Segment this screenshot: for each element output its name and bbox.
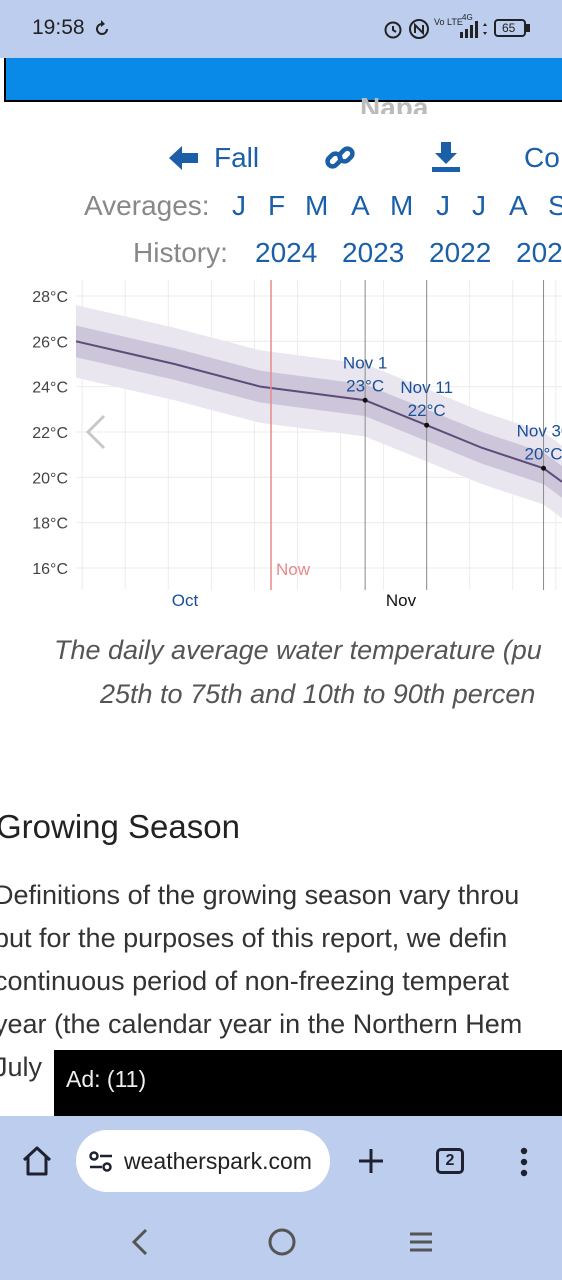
annotation-point bbox=[424, 422, 430, 428]
link-icon[interactable] bbox=[322, 140, 358, 176]
percentile-band-10-90 bbox=[76, 305, 562, 519]
ad-banner[interactable] bbox=[54, 1050, 562, 1116]
month-link-aug[interactable]: A bbox=[509, 190, 528, 221]
month-link-jan[interactable]: J bbox=[232, 190, 246, 221]
annotation-point bbox=[541, 465, 547, 471]
y-tick-label: 28°C bbox=[32, 289, 68, 306]
y-tick-label: 18°C bbox=[32, 516, 68, 533]
month-link-mar[interactable]: M bbox=[305, 190, 329, 221]
caption-line-1: The daily average water temperature (pu bbox=[54, 635, 542, 665]
section-body: Definitions of the growing season vary t… bbox=[0, 874, 522, 1089]
year-link-partial[interactable]: 202 bbox=[516, 237, 562, 268]
url-text[interactable]: weatherspark.com bbox=[124, 1148, 312, 1174]
site-settings-icon[interactable] bbox=[88, 1150, 114, 1174]
year-link-2024[interactable]: 2024 bbox=[255, 237, 318, 268]
body-line: continuous period of non-freezing temper… bbox=[0, 966, 509, 996]
alarm-icon bbox=[384, 21, 402, 39]
network-label: Vo LTE bbox=[434, 17, 463, 27]
section-heading: Growing Season bbox=[0, 808, 240, 845]
chart-prev-chevron-icon[interactable] bbox=[85, 414, 106, 450]
annotation-value-label: 22°C bbox=[408, 401, 446, 420]
status-bar bbox=[0, 0, 562, 58]
system-home-icon[interactable] bbox=[266, 1226, 298, 1258]
battery-icon: 65 bbox=[494, 19, 526, 37]
tab-switcher-button[interactable]: 2 bbox=[436, 1148, 464, 1174]
annotation-date-label: Nov 1 bbox=[343, 353, 387, 372]
month-link-apr[interactable]: A bbox=[351, 190, 370, 221]
annotation-date-label: Nov 30 bbox=[517, 421, 562, 440]
annotation-value-label: 23°C bbox=[346, 376, 384, 395]
month-link-sep[interactable]: S bbox=[548, 190, 562, 221]
month-link-feb[interactable]: F bbox=[268, 190, 286, 221]
water-temperature-chart: 28°C 26°C 24°C 22°C 20°C 18°C 16°C Now Nov 1 23°C… bbox=[32, 280, 562, 610]
left-arrow-icon[interactable] bbox=[166, 144, 200, 172]
sync-icon bbox=[96, 20, 108, 35]
y-tick-label: 22°C bbox=[32, 425, 68, 442]
body-line: July bbox=[0, 1052, 43, 1082]
body-line: year (the calendar year in the Northern … bbox=[0, 1009, 523, 1039]
annotation-point bbox=[362, 397, 368, 403]
network-type: 4G bbox=[462, 13, 473, 22]
page-banner bbox=[4, 58, 562, 102]
history-label: History: bbox=[133, 237, 228, 268]
x-tick-label: Oct bbox=[172, 591, 199, 610]
y-tick-label: 16°C bbox=[32, 561, 68, 578]
annotation-date-label: Nov 11 bbox=[400, 378, 453, 397]
y-tick-label: 26°C bbox=[32, 334, 68, 351]
x-tick-label: Nov bbox=[386, 591, 417, 610]
month-link-jul[interactable]: J bbox=[472, 190, 486, 221]
y-tick-label: 20°C bbox=[32, 470, 68, 487]
download-icon[interactable] bbox=[430, 140, 462, 174]
battery-tip bbox=[526, 24, 530, 32]
more-menu-icon[interactable] bbox=[512, 1145, 536, 1179]
month-link-may[interactable]: M bbox=[390, 190, 414, 221]
battery-level: 65 bbox=[502, 21, 516, 35]
chart-caption: The daily average water temperature (pu … bbox=[0, 628, 562, 716]
month-link-jun[interactable]: J bbox=[436, 190, 450, 221]
home-icon[interactable] bbox=[20, 1144, 54, 1178]
new-tab-icon[interactable] bbox=[356, 1146, 386, 1176]
y-tick-label: 24°C bbox=[32, 380, 68, 397]
next-link-partial[interactable]: Co bbox=[524, 142, 560, 173]
prev-season-link[interactable]: Fall bbox=[214, 142, 260, 173]
tab-count: 2 bbox=[445, 1152, 455, 1169]
page-title-partial: Napa bbox=[360, 92, 429, 114]
median-line bbox=[75, 340, 562, 483]
body-line: but for the purposes of this report, we … bbox=[0, 923, 508, 953]
status-time: 19:58 bbox=[32, 16, 85, 39]
nfc-icon bbox=[409, 19, 429, 39]
address-bar[interactable] bbox=[76, 1130, 330, 1192]
caption-line-2: 25th to 75th and 10th to 90th percen bbox=[100, 679, 536, 709]
percentile-band-25-75 bbox=[76, 325, 562, 498]
year-link-2022[interactable]: 2022 bbox=[429, 237, 492, 268]
body-line: Definitions of the growing season vary t… bbox=[0, 880, 520, 910]
ad-label: Ad: (11) bbox=[66, 1066, 147, 1092]
system-recents-icon[interactable] bbox=[406, 1228, 436, 1256]
year-link-2023[interactable]: 2023 bbox=[342, 237, 405, 268]
system-back-icon[interactable] bbox=[128, 1226, 152, 1258]
signal-icon bbox=[460, 21, 487, 38]
averages-label: Averages: bbox=[84, 190, 210, 221]
annotation-value-label: 20°C bbox=[525, 444, 562, 463]
now-label: Now bbox=[276, 560, 311, 579]
